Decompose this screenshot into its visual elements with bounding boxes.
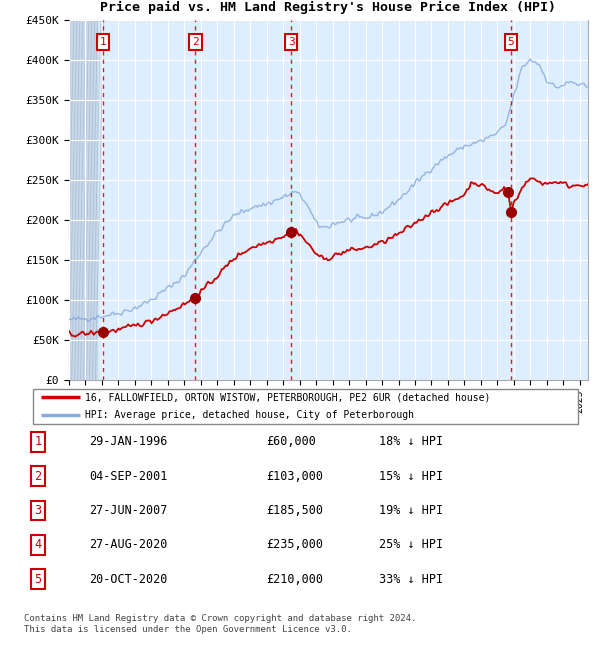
Text: £60,000: £60,000 [266,436,316,448]
Text: 04-SEP-2001: 04-SEP-2001 [89,470,167,483]
Text: 20-OCT-2020: 20-OCT-2020 [89,573,167,586]
Text: 1: 1 [35,436,41,448]
Text: 18% ↓ HPI: 18% ↓ HPI [379,436,443,448]
Text: 3: 3 [35,504,41,517]
Text: 27-AUG-2020: 27-AUG-2020 [89,538,167,551]
Text: 5: 5 [35,573,41,586]
Text: 2: 2 [35,470,41,483]
Text: £210,000: £210,000 [266,573,323,586]
FancyBboxPatch shape [33,389,578,424]
Text: 1: 1 [100,37,107,47]
Text: 27-JUN-2007: 27-JUN-2007 [89,504,167,517]
Text: 2: 2 [192,37,199,47]
Text: 3: 3 [288,37,295,47]
Text: £185,500: £185,500 [266,504,323,517]
Bar [69,20,97,380]
Text: HPI: Average price, detached house, City of Peterborough: HPI: Average price, detached house, City… [85,410,414,420]
Text: Contains HM Land Registry data © Crown copyright and database right 2024.
This d: Contains HM Land Registry data © Crown c… [24,614,416,634]
Text: 16, FALLOWFIELD, ORTON WISTOW, PETERBOROUGH, PE2 6UR (detached house): 16, FALLOWFIELD, ORTON WISTOW, PETERBORO… [85,393,491,402]
Text: 15% ↓ HPI: 15% ↓ HPI [379,470,443,483]
Text: 29-JAN-1996: 29-JAN-1996 [89,436,167,448]
Text: £103,000: £103,000 [266,470,323,483]
Text: 5: 5 [508,37,514,47]
Text: 19% ↓ HPI: 19% ↓ HPI [379,504,443,517]
Text: £235,000: £235,000 [266,538,323,551]
Text: 25% ↓ HPI: 25% ↓ HPI [379,538,443,551]
Title: 16, FALLOWFIELD, ORTON WISTOW, PETERBOROUGH, PE2 6UR
Price paid vs. HM Land Regi: 16, FALLOWFIELD, ORTON WISTOW, PETERBORO… [101,0,557,14]
Text: 33% ↓ HPI: 33% ↓ HPI [379,573,443,586]
Text: 4: 4 [35,538,41,551]
